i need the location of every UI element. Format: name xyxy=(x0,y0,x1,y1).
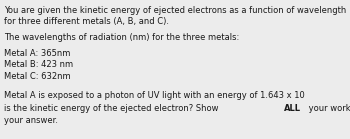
Text: ALL: ALL xyxy=(284,104,301,113)
Text: Metal B: 423 nm: Metal B: 423 nm xyxy=(4,60,74,70)
Text: your work and explain: your work and explain xyxy=(306,104,350,113)
Text: Metal A: 365nm: Metal A: 365nm xyxy=(4,49,71,58)
Text: The wavelengths of radiation (nm) for the three metals:: The wavelengths of radiation (nm) for th… xyxy=(4,33,239,42)
Text: is the kinetic energy of the ejected electron? Show: is the kinetic energy of the ejected ele… xyxy=(4,104,221,113)
Text: You are given the kinetic energy of ejected electrons as a function of wavelengt: You are given the kinetic energy of ejec… xyxy=(4,6,346,15)
Text: Metal C: 632nm: Metal C: 632nm xyxy=(4,72,71,81)
Text: for three different metals (A, B, and C).: for three different metals (A, B, and C)… xyxy=(4,17,169,26)
Text: your answer.: your answer. xyxy=(4,116,58,125)
Text: Metal A is exposed to a photon of UV light with an energy of 1.643 x 10: Metal A is exposed to a photon of UV lig… xyxy=(4,91,305,100)
